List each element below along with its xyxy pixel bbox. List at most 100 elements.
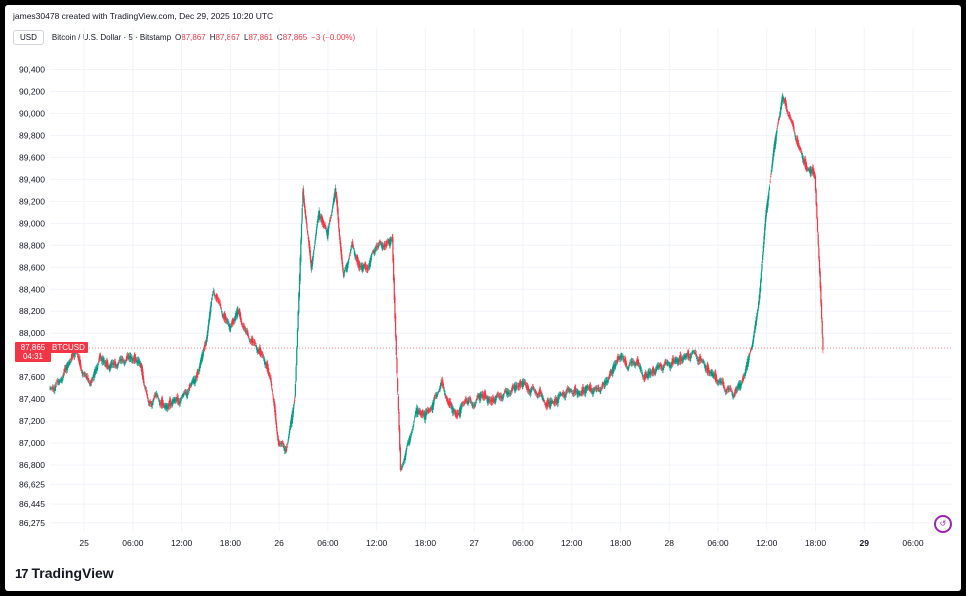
candle-body	[291, 413, 293, 424]
candle-body	[455, 412, 458, 418]
candle-body	[241, 325, 244, 327]
candle-body	[430, 407, 432, 410]
candle-body	[226, 320, 228, 322]
candle-body	[417, 410, 419, 415]
candle-body	[565, 392, 567, 395]
candle-body	[646, 375, 648, 377]
candle-body	[686, 352, 689, 357]
candle-body	[623, 359, 626, 362]
currency-button[interactable]: USD	[13, 30, 44, 45]
candle-body	[195, 374, 198, 379]
candle-body	[122, 360, 125, 362]
candle-body	[159, 402, 161, 405]
candle-body	[797, 142, 800, 148]
candle-body	[762, 254, 764, 260]
candle-body	[740, 383, 742, 388]
candle-body	[661, 367, 664, 370]
candle-body	[770, 176, 772, 177]
candle-body	[139, 362, 141, 365]
candle-body	[426, 411, 428, 413]
candle-body	[258, 347, 261, 354]
candle-body	[338, 228, 341, 237]
candle-body	[298, 293, 300, 313]
candle-body	[189, 384, 192, 386]
candle-body	[246, 330, 248, 334]
candle-body	[448, 401, 450, 406]
y-tick-label: 87,000	[19, 438, 45, 448]
candle-body	[744, 372, 746, 376]
candle-body	[702, 361, 704, 362]
candle-body	[523, 381, 525, 386]
candle-body	[781, 95, 783, 103]
candle-body	[367, 266, 370, 268]
candle-body	[197, 370, 200, 372]
candle-body	[378, 242, 380, 244]
candle-body	[496, 394, 498, 396]
candle-body	[609, 373, 611, 378]
candle-body	[237, 311, 240, 313]
candle-body	[58, 380, 60, 384]
candle-body	[648, 371, 650, 376]
candle-body	[613, 364, 615, 369]
candle-body	[792, 122, 794, 126]
candle-body	[204, 342, 206, 347]
candle-body	[434, 395, 437, 397]
price-chart[interactable]: 90,400 90,200 90,000 89,800 89,600 89,400 89,2…	[5, 5, 961, 591]
candle-body	[340, 243, 342, 252]
candle-body	[78, 357, 80, 365]
candle-body	[741, 379, 743, 383]
y-tick-label: 89,400	[19, 174, 45, 184]
candle-body	[273, 401, 276, 409]
x-tick-label: 06:00	[317, 538, 339, 548]
candle-body	[374, 249, 376, 252]
candle-body	[399, 428, 401, 450]
candle-body	[409, 437, 411, 444]
candle-body	[607, 379, 609, 382]
candle-body	[282, 443, 284, 445]
candle-body	[265, 363, 267, 367]
candle-body	[248, 339, 250, 341]
candle-body	[390, 239, 392, 244]
reset-chart-icon[interactable]: ↺	[934, 515, 952, 533]
candle-body	[253, 342, 255, 344]
y-tick-label: 87,400	[19, 394, 45, 404]
x-tick-label: 06:00	[512, 538, 534, 548]
candle-body	[239, 310, 241, 318]
candle-body	[779, 111, 781, 116]
candle-body	[187, 391, 190, 393]
candle-body	[492, 397, 494, 402]
candle-body	[769, 181, 771, 183]
candle-body	[778, 119, 780, 121]
candle-body	[278, 443, 280, 445]
candle-body	[589, 385, 591, 391]
candle-body	[77, 355, 79, 358]
candle-body	[760, 272, 762, 281]
candle-body	[663, 367, 665, 368]
candle-body	[261, 354, 263, 356]
candle-body	[143, 378, 145, 384]
candle-body	[735, 388, 737, 391]
candle-body	[800, 150, 802, 152]
candle-body	[172, 399, 175, 403]
candle-body	[747, 359, 749, 367]
candle-body	[651, 369, 653, 373]
candle-body	[343, 273, 345, 277]
candle-body	[695, 354, 697, 357]
y-tick-label: 87,600	[19, 372, 45, 382]
candle-body	[570, 390, 572, 392]
candle-body	[333, 196, 335, 203]
candle-body	[544, 403, 546, 405]
candle-body	[516, 386, 519, 388]
candle-body	[458, 410, 460, 416]
candle-body	[218, 301, 221, 304]
candle-body	[640, 367, 642, 370]
candle-body	[805, 161, 807, 169]
candle-body	[80, 368, 83, 371]
candle-body	[407, 443, 409, 444]
candle-body	[764, 226, 766, 236]
candle-body	[577, 390, 579, 396]
candle-body	[793, 125, 795, 129]
candle-body	[460, 404, 462, 410]
candle-body	[672, 358, 674, 364]
candle-body	[705, 367, 707, 371]
